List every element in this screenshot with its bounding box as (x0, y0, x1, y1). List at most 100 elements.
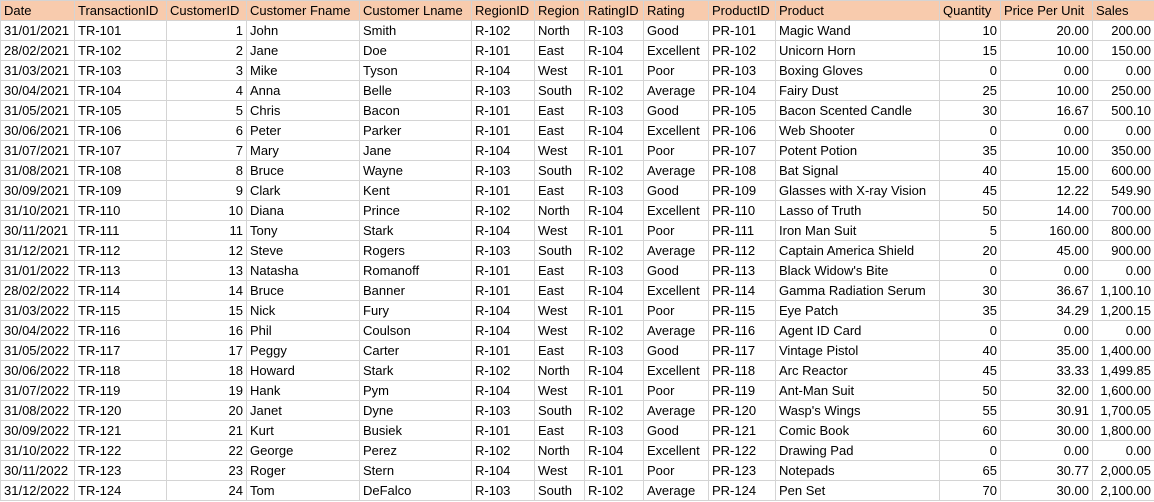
cell-sales[interactable]: 600.00 (1092, 160, 1154, 181)
cell-rating-id[interactable]: R-101 (584, 60, 644, 81)
cell-rating[interactable]: Excellent (643, 200, 709, 221)
cell-quantity[interactable]: 55 (939, 400, 1001, 421)
cell-rating[interactable]: Excellent (643, 120, 709, 141)
cell-rating-id[interactable]: R-103 (584, 340, 644, 361)
cell-customer-id[interactable]: 24 (166, 480, 247, 501)
cell-transaction-id[interactable]: TR-104 (74, 80, 167, 101)
cell-rating[interactable]: Good (643, 260, 709, 281)
cell-region[interactable]: West (534, 140, 585, 161)
cell-product[interactable]: Bat Signal (775, 160, 940, 181)
cell-region-id[interactable]: R-103 (471, 480, 535, 501)
cell-sales[interactable]: 250.00 (1092, 80, 1154, 101)
cell-sales[interactable]: 1,100.10 (1092, 280, 1154, 301)
cell-rating-id[interactable]: R-103 (584, 260, 644, 281)
cell-rating[interactable]: Poor (643, 60, 709, 81)
cell-product-id[interactable]: PR-120 (708, 400, 776, 421)
cell-customer-id[interactable]: 15 (166, 300, 247, 321)
cell-region[interactable]: South (534, 480, 585, 501)
cell-customer-fname[interactable]: Bruce (246, 160, 360, 181)
cell-price-per-unit[interactable]: 10.00 (1000, 140, 1093, 161)
cell-transaction-id[interactable]: TR-110 (74, 200, 167, 221)
cell-transaction-id[interactable]: TR-112 (74, 240, 167, 261)
col-header-product[interactable]: Product (775, 0, 940, 21)
cell-quantity[interactable]: 25 (939, 80, 1001, 101)
cell-price-per-unit[interactable]: 16.67 (1000, 100, 1093, 121)
cell-customer-id[interactable]: 20 (166, 400, 247, 421)
col-header-price-per-unit[interactable]: Price Per Unit (1000, 0, 1093, 21)
cell-region-id[interactable]: R-101 (471, 180, 535, 201)
cell-sales[interactable]: 700.00 (1092, 200, 1154, 221)
cell-sales[interactable]: 500.10 (1092, 100, 1154, 121)
cell-product[interactable]: Gamma Radiation Serum (775, 280, 940, 301)
col-header-sales[interactable]: Sales (1092, 0, 1154, 21)
cell-customer-lname[interactable]: Wayne (359, 160, 472, 181)
cell-transaction-id[interactable]: TR-102 (74, 40, 167, 61)
cell-customer-lname[interactable]: Pym (359, 380, 472, 401)
cell-customer-id[interactable]: 3 (166, 60, 247, 81)
cell-rating[interactable]: Poor (643, 380, 709, 401)
cell-region[interactable]: East (534, 280, 585, 301)
cell-product-id[interactable]: PR-114 (708, 280, 776, 301)
cell-quantity[interactable]: 45 (939, 180, 1001, 201)
cell-quantity[interactable]: 45 (939, 360, 1001, 381)
cell-customer-id[interactable]: 13 (166, 260, 247, 281)
cell-date[interactable]: 31/05/2021 (0, 100, 75, 121)
cell-customer-id[interactable]: 21 (166, 420, 247, 441)
cell-rating[interactable]: Average (643, 480, 709, 501)
cell-rating-id[interactable]: R-104 (584, 280, 644, 301)
cell-region[interactable]: South (534, 240, 585, 261)
cell-region-id[interactable]: R-104 (471, 300, 535, 321)
col-header-customer-fname[interactable]: Customer Fname (246, 0, 360, 21)
cell-sales[interactable]: 0.00 (1092, 260, 1154, 281)
cell-region-id[interactable]: R-101 (471, 120, 535, 141)
cell-rating-id[interactable]: R-103 (584, 180, 644, 201)
cell-region-id[interactable]: R-104 (471, 140, 535, 161)
cell-quantity[interactable]: 40 (939, 340, 1001, 361)
cell-product[interactable]: Boxing Gloves (775, 60, 940, 81)
cell-customer-fname[interactable]: John (246, 20, 360, 41)
cell-product[interactable]: Potent Potion (775, 140, 940, 161)
cell-product-id[interactable]: PR-110 (708, 200, 776, 221)
cell-date[interactable]: 30/11/2021 (0, 220, 75, 241)
cell-customer-lname[interactable]: Romanoff (359, 260, 472, 281)
cell-customer-lname[interactable]: Banner (359, 280, 472, 301)
cell-price-per-unit[interactable]: 45.00 (1000, 240, 1093, 261)
cell-price-per-unit[interactable]: 35.00 (1000, 340, 1093, 361)
cell-sales[interactable]: 1,400.00 (1092, 340, 1154, 361)
cell-product[interactable]: Notepads (775, 460, 940, 481)
cell-region[interactable]: East (534, 260, 585, 281)
cell-quantity[interactable]: 10 (939, 20, 1001, 41)
cell-region-id[interactable]: R-104 (471, 60, 535, 81)
cell-customer-id[interactable]: 22 (166, 440, 247, 461)
cell-product-id[interactable]: PR-108 (708, 160, 776, 181)
cell-date[interactable]: 28/02/2021 (0, 40, 75, 61)
cell-price-per-unit[interactable]: 160.00 (1000, 220, 1093, 241)
cell-rating-id[interactable]: R-104 (584, 40, 644, 61)
cell-rating-id[interactable]: R-102 (584, 240, 644, 261)
cell-region[interactable]: East (534, 100, 585, 121)
cell-rating[interactable]: Good (643, 100, 709, 121)
cell-customer-lname[interactable]: Bacon (359, 100, 472, 121)
cell-transaction-id[interactable]: TR-116 (74, 320, 167, 341)
cell-customer-lname[interactable]: Stark (359, 360, 472, 381)
cell-product[interactable]: Captain America Shield (775, 240, 940, 261)
cell-transaction-id[interactable]: TR-121 (74, 420, 167, 441)
cell-date[interactable]: 31/01/2022 (0, 260, 75, 281)
cell-date[interactable]: 30/06/2022 (0, 360, 75, 381)
cell-region[interactable]: East (534, 180, 585, 201)
cell-region[interactable]: East (534, 340, 585, 361)
cell-region[interactable]: South (534, 80, 585, 101)
cell-rating-id[interactable]: R-104 (584, 440, 644, 461)
cell-customer-id[interactable]: 7 (166, 140, 247, 161)
cell-sales[interactable]: 549.90 (1092, 180, 1154, 201)
cell-customer-fname[interactable]: Mike (246, 60, 360, 81)
cell-sales[interactable]: 1,600.00 (1092, 380, 1154, 401)
cell-customer-id[interactable]: 17 (166, 340, 247, 361)
cell-customer-fname[interactable]: Jane (246, 40, 360, 61)
cell-rating[interactable]: Good (643, 180, 709, 201)
cell-product-id[interactable]: PR-123 (708, 460, 776, 481)
cell-rating[interactable]: Good (643, 340, 709, 361)
cell-sales[interactable]: 0.00 (1092, 120, 1154, 141)
cell-customer-fname[interactable]: Tom (246, 480, 360, 501)
cell-customer-fname[interactable]: Hank (246, 380, 360, 401)
